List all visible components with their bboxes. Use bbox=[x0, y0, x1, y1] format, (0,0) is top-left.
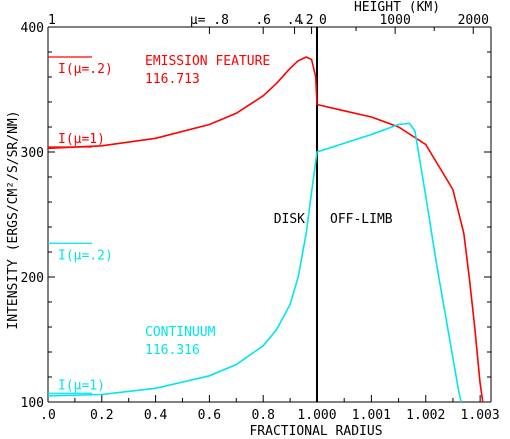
limb-x-tick-label: 1.001 bbox=[352, 408, 391, 423]
limb-x-tick-label: 1.003 bbox=[461, 408, 500, 423]
height-tick-label: 2000 bbox=[458, 13, 489, 28]
mu-tick-label: .2 bbox=[298, 13, 314, 28]
x-tick-label: 1.000 bbox=[297, 408, 336, 423]
x-tick-label: 0.6 bbox=[198, 408, 221, 423]
height-axis-title: HEIGHT (KM) bbox=[354, 0, 440, 15]
emission-feature-label: EMISSION FEATURE bbox=[145, 54, 270, 69]
x-tick-label: .0 bbox=[40, 408, 56, 423]
y-tick-label: 400 bbox=[21, 21, 44, 36]
limb-x-tick-label: 1.002 bbox=[406, 408, 445, 423]
continuum-wavelength-label: 116.316 bbox=[145, 343, 200, 358]
y-tick-label: 200 bbox=[21, 271, 44, 286]
y-tick-label: 300 bbox=[21, 146, 44, 161]
disk-label: DISK bbox=[274, 212, 305, 227]
off-limb-label: OFF-LIMB bbox=[330, 212, 393, 227]
emission-feature-line bbox=[47, 56, 484, 403]
intensity-marker-label: I(μ=.2) bbox=[58, 62, 113, 77]
y-axis-title: INTENSITY (ERGS/CM²/S/SR/NM) bbox=[6, 110, 21, 329]
mu-tick-label: μ= .8 bbox=[190, 13, 229, 28]
y-tick-label: 100 bbox=[21, 396, 44, 411]
x-tick-label: 0.4 bbox=[144, 408, 168, 423]
intensity-marker-label: I(μ=.2) bbox=[58, 248, 113, 263]
x-axis-title: FRACTIONAL RADIUS bbox=[249, 424, 382, 439]
x-tick-label: 0.8 bbox=[251, 408, 274, 423]
mu-tick-label: .4 bbox=[287, 13, 303, 28]
mu-tick-label: .6 bbox=[255, 13, 271, 28]
continuum-line bbox=[47, 122, 462, 403]
plot-frame bbox=[47, 26, 492, 403]
x-tick-label: 0.2 bbox=[90, 408, 113, 423]
height-tick-label: 0 bbox=[319, 13, 327, 28]
height-tick-label: 1000 bbox=[379, 13, 410, 28]
emission-wavelength-label: 116.713 bbox=[145, 72, 200, 87]
series-layer: I(μ=.2) I(μ=1) I(μ=.2) I(μ=1) bbox=[47, 56, 484, 403]
mu-tick-label: 1 bbox=[48, 13, 56, 28]
continuum-label: CONTINUUM bbox=[145, 325, 216, 340]
intensity-marker-label: I(μ=1) bbox=[58, 132, 105, 147]
intensity-marker-label: I(μ=1) bbox=[58, 378, 105, 393]
